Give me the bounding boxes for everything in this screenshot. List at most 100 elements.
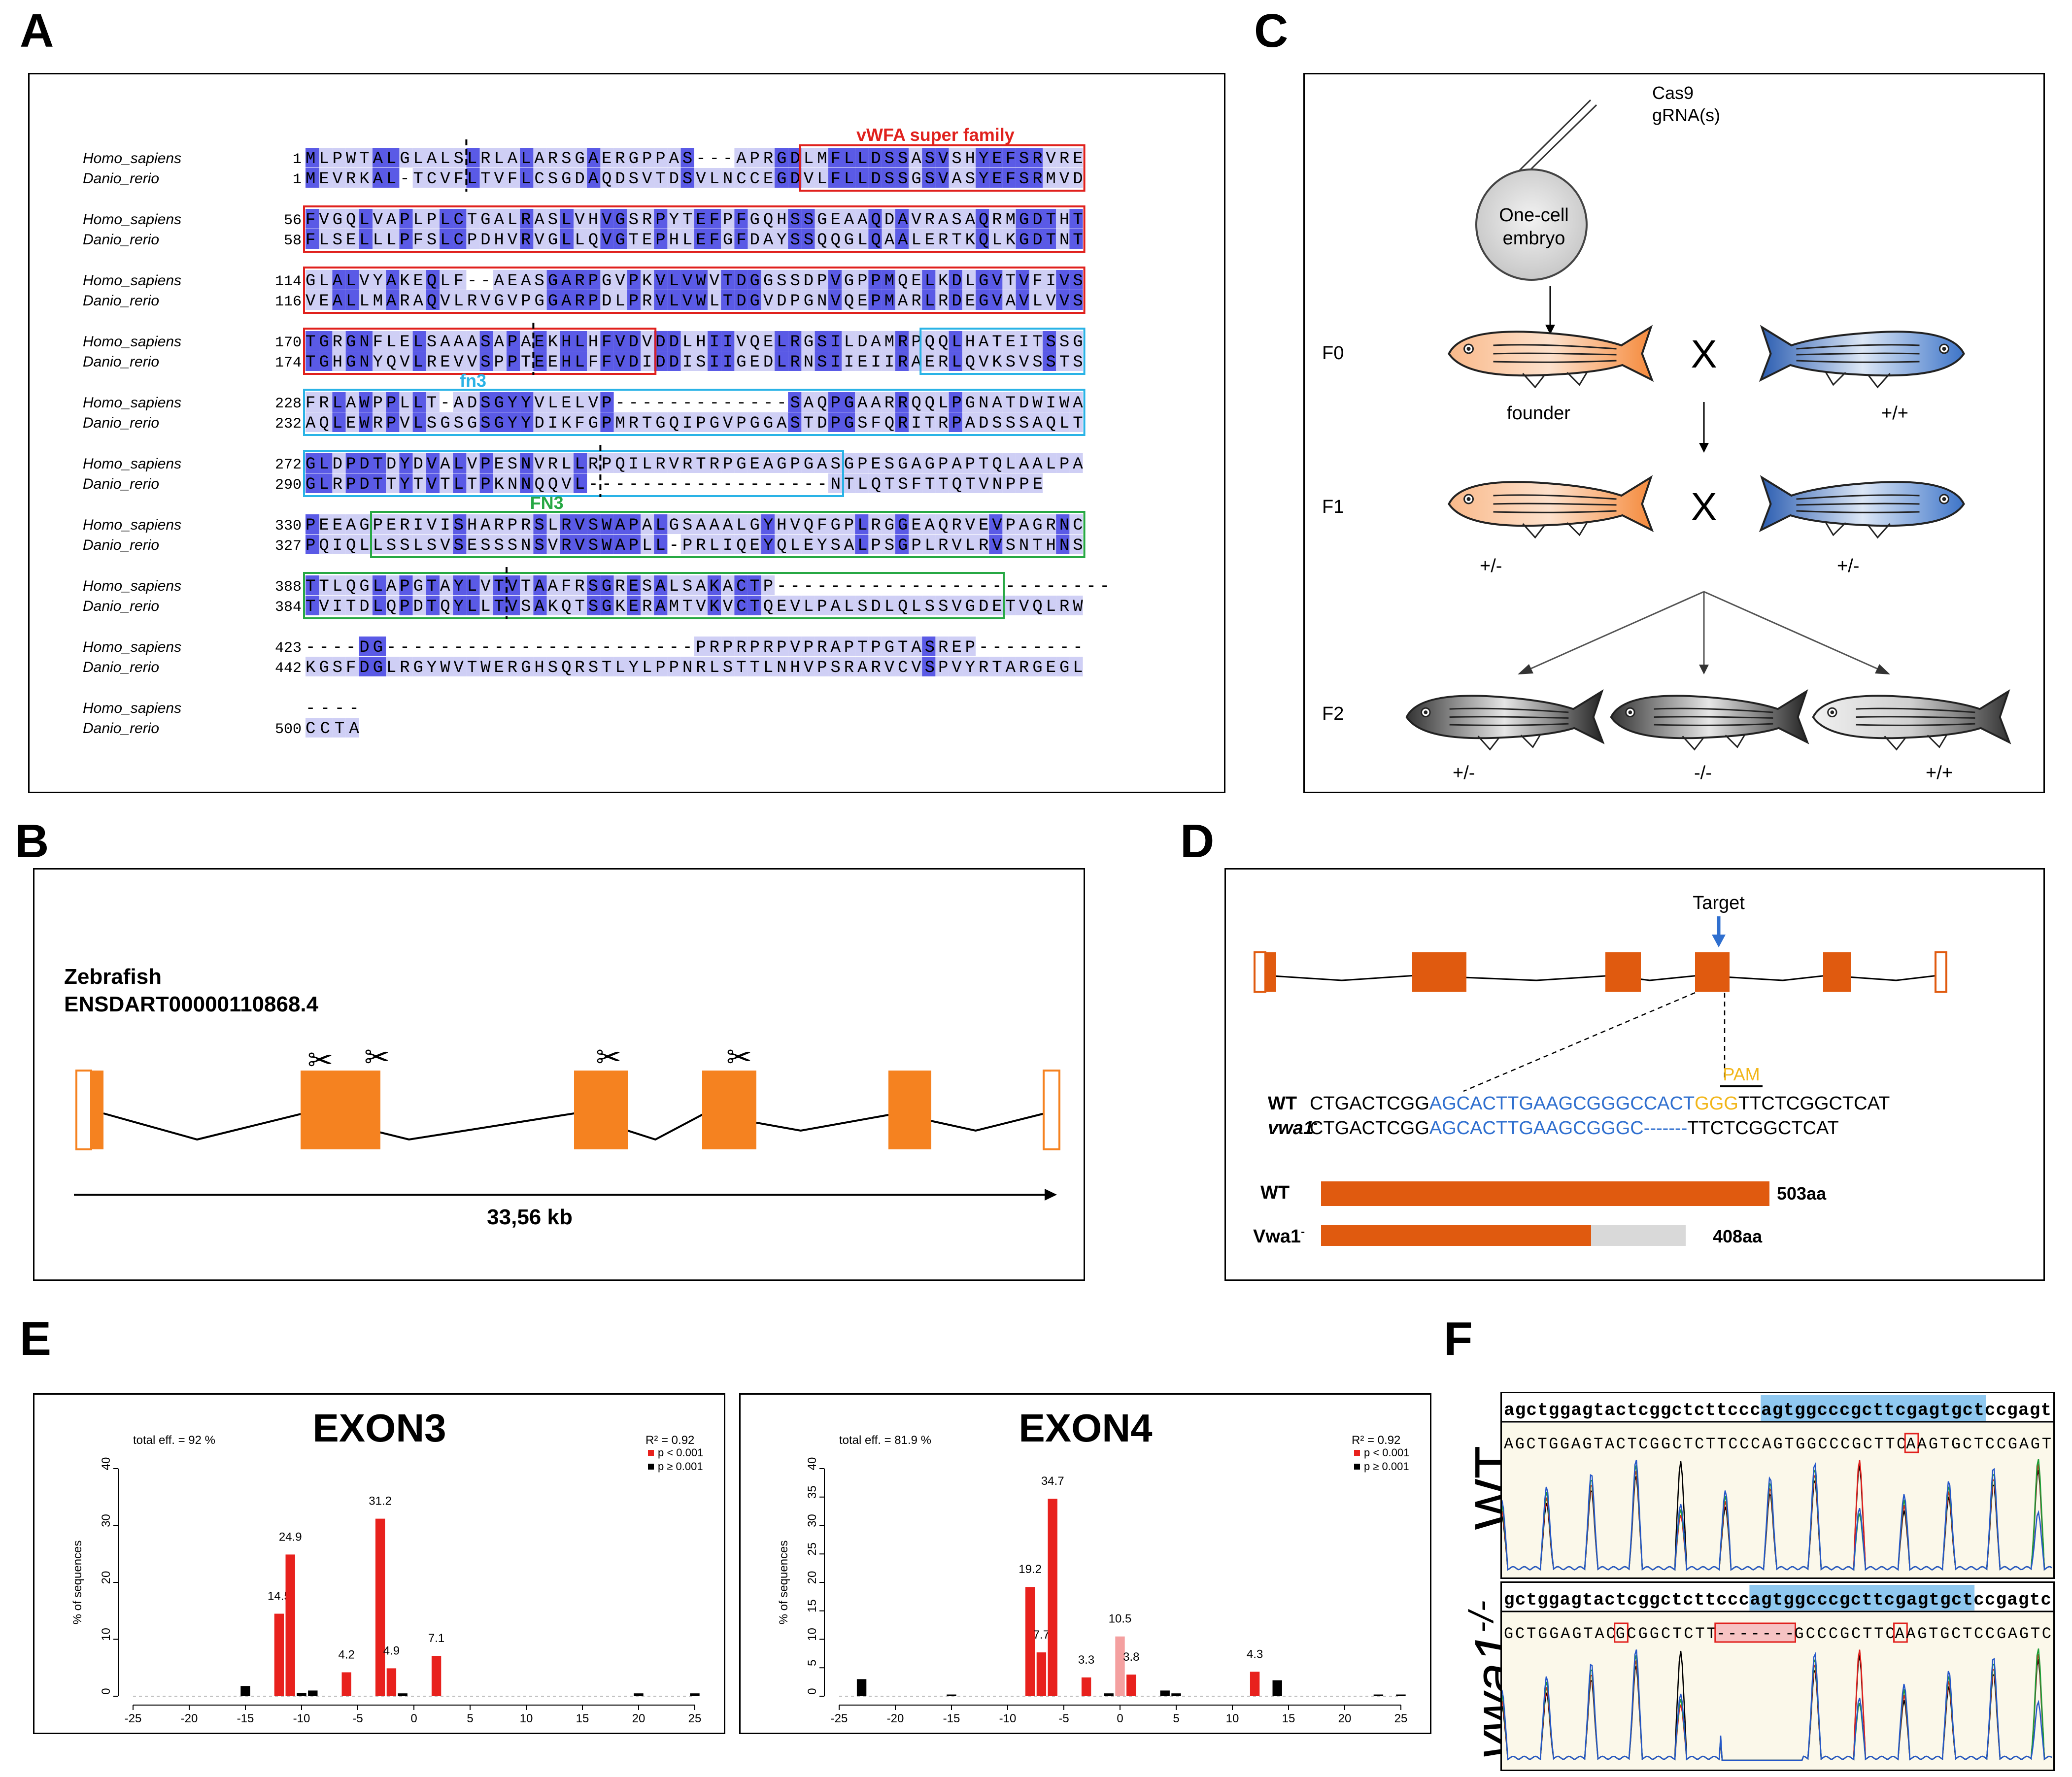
- residue-shade: [694, 535, 708, 554]
- residue-shade: [1069, 392, 1083, 412]
- residue-shade: [359, 473, 373, 493]
- mut-sequence: CTGACTCGGAGCACTTGAAGCGGGC-------TTCTCGGC…: [1310, 1118, 1839, 1139]
- residue-shade: [654, 290, 668, 310]
- residue-shade: [453, 453, 467, 473]
- residue-shade: [466, 453, 480, 473]
- target-arrow-icon: [1712, 935, 1726, 947]
- residue-shade: [533, 168, 547, 188]
- residue-shade: [587, 657, 601, 676]
- residue-shade: [734, 657, 748, 676]
- residue-shade: [828, 351, 842, 371]
- residue-shade: [1002, 209, 1016, 229]
- residue-shade: [1069, 514, 1083, 534]
- residue-shade: [708, 209, 721, 229]
- residue-shade: [828, 331, 842, 351]
- residue-shade: [734, 148, 748, 168]
- residue-shade: [708, 351, 721, 371]
- x-tick-label: 10: [520, 1712, 533, 1725]
- residue-number: 232: [275, 416, 302, 433]
- residue-shade: [386, 270, 400, 290]
- sequence-alignment: Homo_sapiens 1 MLPWTALGLALSLRLALARSGAERGPP…: [83, 125, 1110, 738]
- domain-box: [303, 267, 1086, 314]
- residue-shade: [721, 351, 735, 371]
- mutation-panel: Target PAM WT CTGACTCGGAGCACTTGAAGCGGGCC…: [1224, 868, 2045, 1281]
- residue-shade: [721, 596, 735, 615]
- residue-shade: [1016, 331, 1029, 351]
- residue-shade: [721, 209, 735, 229]
- residue-shade: [962, 596, 976, 615]
- y-tick-label: 40: [806, 1457, 819, 1471]
- residue-shade: [1029, 331, 1043, 351]
- residue-shade: [399, 473, 413, 493]
- residue-shade: [359, 657, 373, 676]
- residue-shade: [426, 148, 440, 168]
- residue-shade: [440, 514, 453, 534]
- residue-shade: [1069, 535, 1083, 554]
- residue-shade: [453, 535, 467, 554]
- residue-shade: [426, 535, 440, 554]
- residue-shade: [560, 535, 574, 554]
- residue-shade: [507, 473, 520, 493]
- residue-shade: [493, 575, 507, 595]
- residue-shade: [775, 596, 788, 615]
- exon-4-target: [1695, 952, 1730, 992]
- residue-shade: [842, 637, 855, 656]
- residue-shade: [694, 514, 708, 534]
- residue-shade: [520, 535, 534, 554]
- residue-shade: [359, 575, 373, 595]
- residue-shade: [828, 637, 842, 656]
- residue-shade: [989, 514, 1003, 534]
- residue-shade: [306, 290, 319, 310]
- chart-bar: [1036, 1652, 1047, 1696]
- alignment-panel: Homo_sapiens 1 MLPWTALGLALSLRLALARSGAERGPP…: [28, 73, 1225, 793]
- residue-shade: [493, 535, 507, 554]
- residue-shade: [828, 209, 842, 229]
- residue-shade: [600, 229, 614, 249]
- residue-shade: [373, 392, 386, 412]
- grna-highlight: [1761, 1395, 1986, 1421]
- residue-shade: [332, 168, 346, 188]
- residue-shade: [345, 209, 359, 229]
- residue-shade: [882, 351, 895, 371]
- residue-shade: [882, 270, 895, 290]
- exon3-chart-panel: EXON3 total eff. = 92 % R² = 0.92 p < 0.001…: [33, 1393, 725, 1744]
- residue-shade: [1043, 290, 1056, 310]
- sequence-row: FRLAWPPLLT-ADSGYYVLELVP-------------SAQP…: [306, 394, 1083, 413]
- legend-sig: p < 0.001: [658, 1446, 703, 1459]
- f2-wt-label: +/+: [1926, 763, 1953, 783]
- residue-shade: [868, 168, 882, 188]
- residue-shade: [895, 351, 909, 371]
- residue-shade: [989, 596, 1003, 615]
- residue-shade: [546, 270, 560, 290]
- residue-shade: [694, 351, 708, 371]
- residue-shade: [761, 270, 775, 290]
- residue-shade: [922, 168, 936, 188]
- residue-shade: [801, 290, 815, 310]
- residue-shade: [895, 229, 909, 249]
- x-tick-label: 5: [467, 1712, 473, 1725]
- y-tick-label: 35: [806, 1485, 819, 1499]
- residue-shade: [332, 453, 346, 473]
- residue-shade: [319, 718, 333, 738]
- residue-shade: [587, 351, 601, 371]
- residue-shade: [962, 351, 976, 371]
- residue-shade: [466, 473, 480, 493]
- residue-shade: [386, 657, 400, 676]
- residue-shade: [319, 575, 333, 595]
- residue-shade: [1002, 392, 1016, 412]
- residue-shade: [306, 229, 319, 249]
- residue-shade: [479, 596, 493, 615]
- residue-shade: [373, 168, 386, 188]
- chart-bar: [386, 1668, 397, 1696]
- sequence-row: GLRPDTTYTVTLTPKNNQQVL------------------N…: [306, 475, 1043, 494]
- residue-shade: [613, 229, 627, 249]
- residue-shade: [855, 148, 869, 168]
- reference-sequence: gctggagtactcggctcttcccagtggcccgcttcgagtg…: [1504, 1590, 2051, 1610]
- residue-shade: [694, 229, 708, 249]
- x-tick-label: 15: [576, 1712, 589, 1725]
- residue-shade: [319, 331, 333, 351]
- residue-shade: [680, 453, 694, 473]
- fn3-upper-domain-label: FN3: [530, 493, 564, 513]
- legend-swatch-ns: [1354, 1464, 1360, 1470]
- mut-protein-length: 408aa: [1713, 1226, 1763, 1246]
